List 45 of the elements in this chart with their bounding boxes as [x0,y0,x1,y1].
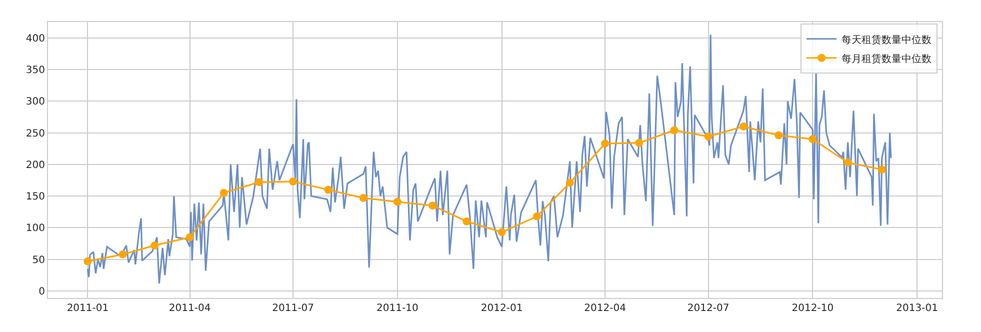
y-tick-label: 50 [32,254,45,266]
point [601,140,610,148]
point [150,241,159,250]
point [186,233,194,242]
y-tick-label: 100 [26,223,45,234]
point [255,178,264,186]
x-tick-label: 2011-01 [66,303,109,314]
y-tick-label: 200 [26,160,45,171]
point [774,131,783,140]
x-tick-label: 2012-07 [687,303,730,314]
point [324,186,332,194]
point [844,158,852,167]
x-tick-label: 2012-01 [480,303,523,314]
x-tick-label: 2012-10 [792,303,834,314]
legend-label: 每月租赁数量中位数 [842,52,932,65]
point [635,138,644,147]
y-tick-label: 300 [26,96,45,108]
x-tick-label: 2011-04 [168,303,211,314]
point [289,178,298,186]
point [393,198,402,206]
point [532,212,541,220]
point [704,132,712,141]
y-tick-label: 150 [26,192,45,203]
point [566,178,574,187]
x-tick-label: 2011-07 [272,303,314,314]
point [498,228,506,236]
x-tick-label: 2013-01 [896,303,938,314]
point [808,135,817,144]
point [359,194,368,202]
point [84,257,92,266]
y-tick-label: 250 [26,128,45,140]
point [462,217,471,226]
line-series [86,34,892,284]
x-tick-label: 2012-04 [584,303,626,314]
point [878,166,886,174]
point [428,202,437,210]
point [118,250,127,258]
point [739,122,748,130]
x-tick-label: 2011-10 [376,303,418,314]
y-tick-label: 350 [26,64,45,76]
point [670,126,678,134]
y-tick-label: 0 [38,286,45,298]
point [220,188,228,197]
legend-label: 每天租赁数量中位数 [842,34,932,46]
y-tick-label: 400 [26,33,45,44]
